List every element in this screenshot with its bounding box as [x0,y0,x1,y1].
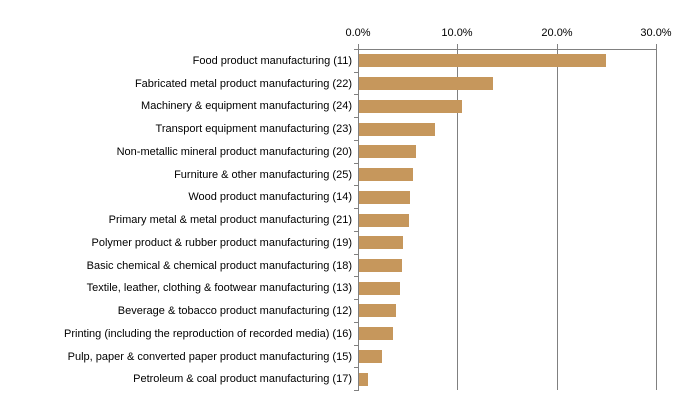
y-axis-tick-mark [354,208,358,209]
bar [359,100,462,113]
y-axis-tick-mark [354,345,358,346]
x-axis-tick-label: 20.0% [541,27,573,39]
category-label: Furniture & other manufacturing (25) [174,168,352,181]
y-axis-tick-mark [354,299,358,300]
category-label: Machinery & equipment manufacturing (24) [141,99,352,112]
y-axis-tick-mark [354,367,358,368]
y-axis-tick-mark [354,117,358,118]
category-label: Food product manufacturing (11) [192,54,352,67]
bar [359,327,393,340]
category-label: Textile, leather, clothing & footwear ma… [86,281,352,294]
bar [359,191,410,204]
category-label: Wood product manufacturing (14) [188,190,352,203]
y-axis-tick-mark [354,94,358,95]
x-axis-tick-label: 10.0% [441,27,473,39]
category-label: Polymer product & rubber product manufac… [91,236,352,249]
category-label: Transport equipment manufacturing (23) [155,122,352,135]
bar [359,145,416,158]
gridline [557,49,558,390]
category-label: Basic chemical & chemical product manufa… [86,259,352,272]
y-axis-tick-mark [354,322,358,323]
gridline [457,49,458,390]
bar [359,54,606,67]
bar [359,77,493,90]
category-label: Fabricated metal product manufacturing (… [134,77,352,90]
gridline [656,49,657,390]
bar [359,123,435,136]
bar [359,373,368,386]
x-axis-tick-label: 30.0% [640,27,672,39]
bar [359,304,396,317]
y-axis-tick-mark [354,49,358,50]
y-axis-tick-mark [354,140,358,141]
y-axis-tick-mark [354,185,358,186]
bar [359,214,409,227]
y-axis-line [358,49,359,391]
bar [359,236,403,249]
bar [359,168,413,181]
category-label: Petroleum & coal product manufacturing (… [133,372,352,385]
category-label: Non-metallic mineral product manufacturi… [116,145,352,158]
y-axis-tick-mark [354,163,358,164]
x-axis-tick-label: 0.0% [345,27,371,39]
y-axis-tick-mark [354,254,358,255]
y-axis-tick-mark [354,231,358,232]
y-axis-tick-mark [354,72,358,73]
category-label: Printing (including the reproduction of … [64,327,352,340]
category-label: Primary metal & metal product manufactur… [108,213,352,226]
y-axis-tick-mark [354,276,358,277]
x-axis-line [358,49,657,50]
category-label: Beverage & tobacco product manufacturing… [117,304,352,317]
bar [359,259,402,272]
bar [359,282,400,295]
bar [359,350,382,363]
category-label: Pulp, paper & converted paper product ma… [67,350,352,363]
y-axis-tick-mark [354,390,358,391]
